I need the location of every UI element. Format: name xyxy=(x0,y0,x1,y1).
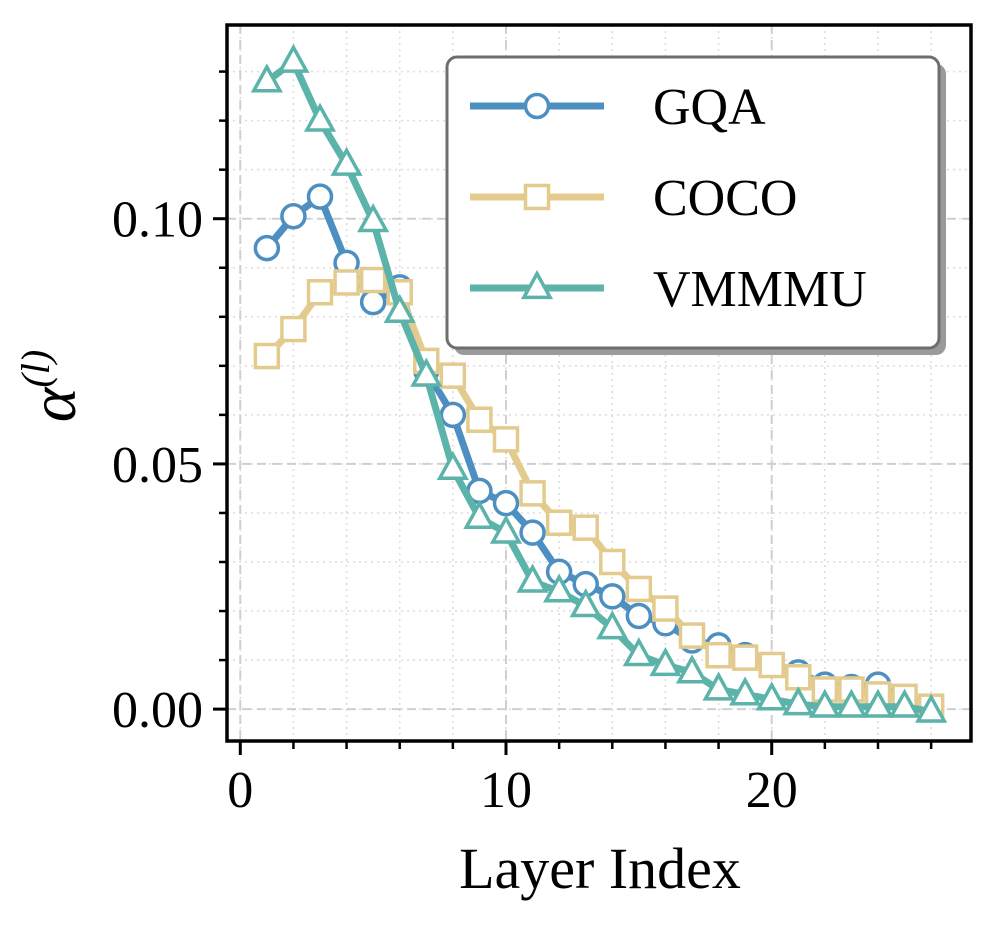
data-point-vmmmu xyxy=(330,146,363,176)
data-point-coco xyxy=(333,269,360,296)
data-point-vmmmu xyxy=(250,63,283,93)
x-tick-label: 0 xyxy=(227,762,253,819)
data-point-vmmmu xyxy=(596,610,629,640)
data-point-vmmmu xyxy=(569,588,602,618)
svg-text:α(l): α(l) xyxy=(13,350,90,422)
data-point-vmmmu xyxy=(649,646,682,677)
y-axis-title-base: α xyxy=(17,386,90,422)
data-point-vmmmu xyxy=(915,693,948,723)
data-point-vmmmu xyxy=(357,203,390,233)
data-point-vmmmu xyxy=(622,637,655,667)
series-layer xyxy=(250,43,948,723)
legend-label: GQA xyxy=(653,79,766,136)
data-point-coco xyxy=(731,644,759,671)
data-point-coco xyxy=(359,266,387,294)
data-point-vmmmu xyxy=(463,499,496,529)
data-point-vmmmu xyxy=(277,43,310,73)
data-point-gqa xyxy=(492,489,520,517)
data-point-gqa xyxy=(625,602,653,630)
data-point-gqa xyxy=(519,519,546,546)
data-point-coco xyxy=(280,315,307,343)
data-point-vmmmu xyxy=(383,293,416,324)
axes: 0 10 20 0.00 0.05 0.10 xyxy=(112,23,973,819)
legend: GQA COCO VMMMU xyxy=(445,55,946,355)
data-point-vmmmu xyxy=(755,681,788,711)
y-tick-label: 0.05 xyxy=(112,437,203,494)
data-point-vmmmu xyxy=(702,671,735,701)
data-point-gqa xyxy=(599,583,626,610)
data-point-coco xyxy=(466,406,493,434)
data-point-vmmmu xyxy=(489,514,523,544)
data-point-coco xyxy=(785,663,812,691)
data-point-vmmmu xyxy=(543,573,576,603)
data-point-coco xyxy=(492,426,520,453)
legend-item-gqa: GQA xyxy=(470,79,766,136)
legend-marker xyxy=(520,270,554,300)
y-tick-label: 0.10 xyxy=(112,192,203,249)
series-vmmmu xyxy=(250,43,948,723)
data-point-gqa xyxy=(253,234,281,262)
data-point-gqa xyxy=(280,203,307,230)
data-point-vmmmu xyxy=(835,688,868,718)
data-point-vmmmu xyxy=(436,450,469,480)
data-point-vmmmu xyxy=(303,102,337,132)
data-point-vmmmu xyxy=(410,357,443,387)
data-point-gqa xyxy=(439,401,467,429)
data-point-gqa xyxy=(306,183,334,210)
data-point-vmmmu xyxy=(888,688,921,718)
data-point-coco xyxy=(599,548,626,576)
data-point-coco xyxy=(439,362,467,389)
data-point-vmmmu xyxy=(516,563,549,593)
data-point-coco xyxy=(625,575,653,603)
data-point-coco xyxy=(652,595,679,622)
legend-item-vmmmu: VMMMU xyxy=(470,261,867,318)
legend-label: COCO xyxy=(653,170,797,227)
data-point-coco xyxy=(306,279,334,306)
plot-frame xyxy=(225,23,973,743)
data-point-vmmmu xyxy=(675,654,709,684)
data-point-coco xyxy=(519,480,546,507)
data-point-coco xyxy=(545,509,573,537)
data-point-coco xyxy=(705,641,732,669)
y-axis-title: α(l) xyxy=(13,350,90,422)
legend-marker xyxy=(523,92,551,120)
y-tick-label: 0.00 xyxy=(112,682,203,739)
data-point-coco xyxy=(253,342,281,370)
x-tick-label: 20 xyxy=(746,762,798,819)
data-point-vmmmu xyxy=(782,686,815,716)
legend-label: VMMMU xyxy=(653,261,867,318)
x-tick-label: 10 xyxy=(480,762,532,819)
data-point-coco xyxy=(758,651,785,679)
data-point-vmmmu xyxy=(729,676,762,706)
x-axis-title: Layer Index xyxy=(459,836,741,901)
data-point-vmmmu xyxy=(861,688,895,718)
legend-box xyxy=(445,55,941,350)
y-axis-title-sup: (l) xyxy=(13,350,58,388)
data-point-coco xyxy=(678,622,706,649)
series-coco xyxy=(253,266,945,720)
data-point-vmmmu xyxy=(808,688,841,718)
legend-item-coco: COCO xyxy=(470,170,797,227)
data-point-coco xyxy=(572,514,599,541)
legend-marker xyxy=(523,183,551,211)
data-point-gqa xyxy=(359,288,387,316)
